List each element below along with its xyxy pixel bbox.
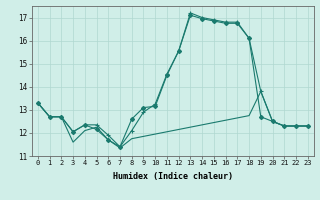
X-axis label: Humidex (Indice chaleur): Humidex (Indice chaleur) — [113, 172, 233, 181]
